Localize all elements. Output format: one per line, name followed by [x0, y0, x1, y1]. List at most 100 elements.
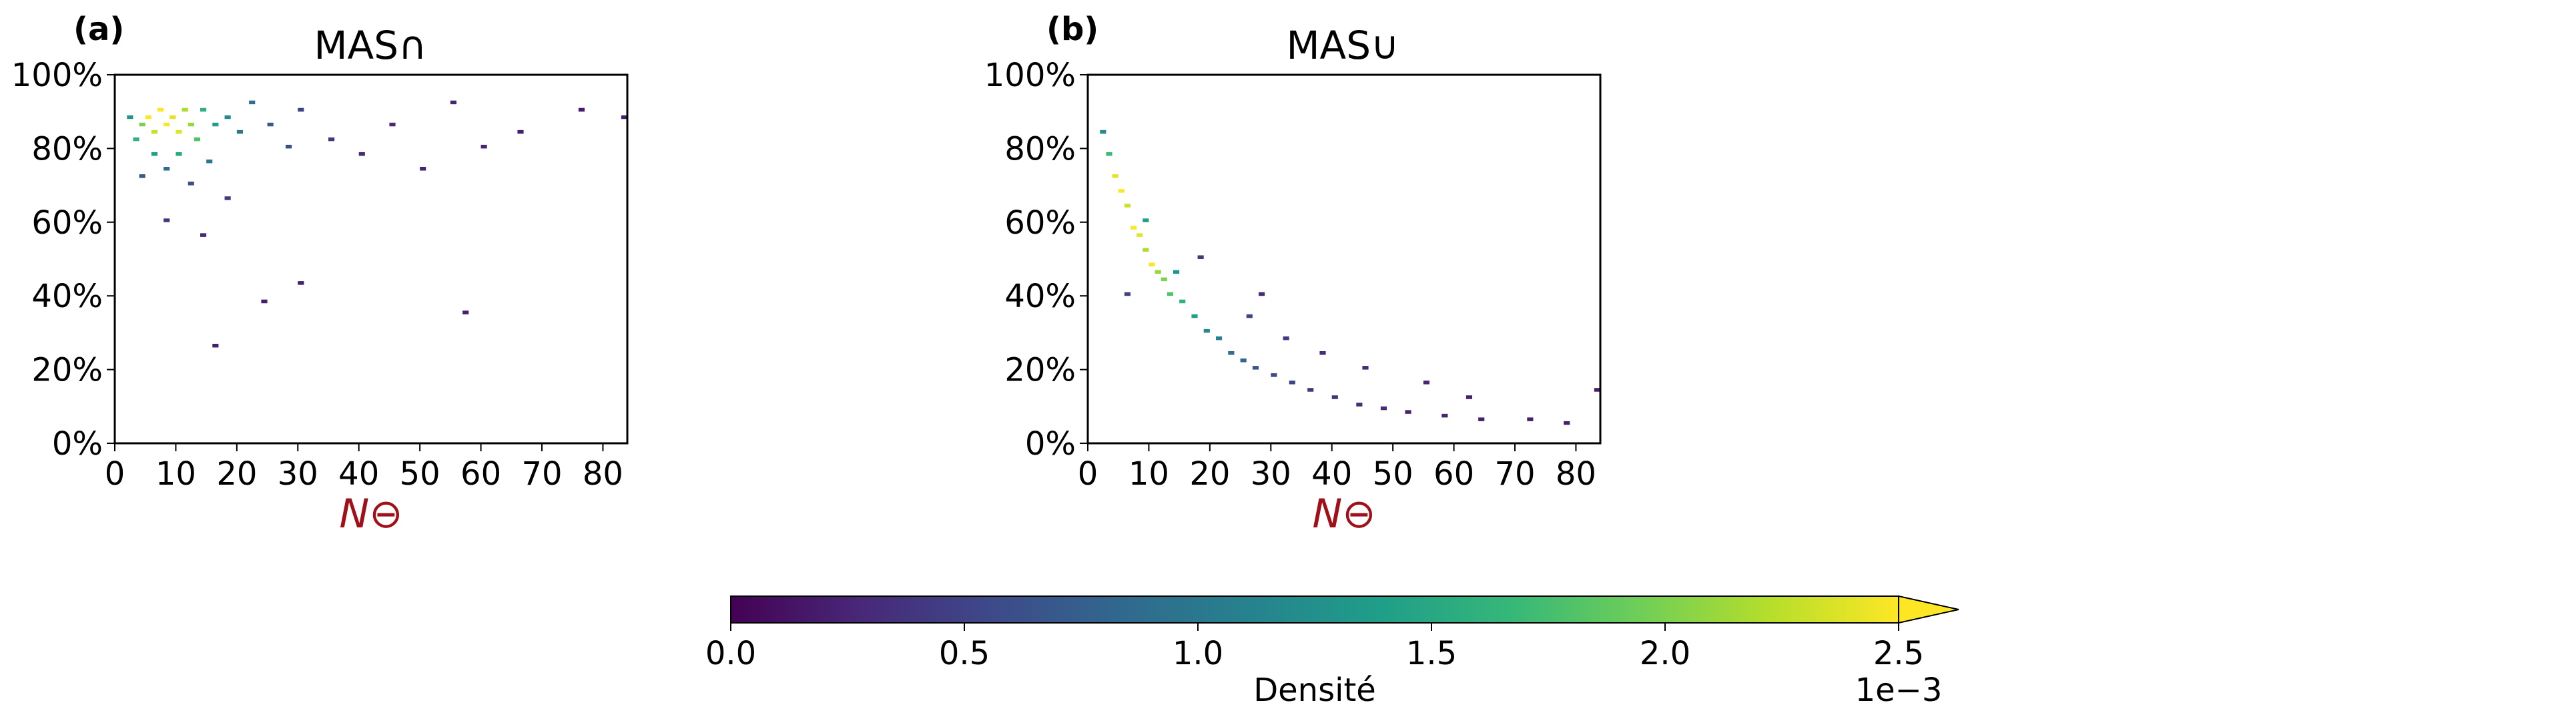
density-cell — [578, 107, 585, 112]
density-cell — [1191, 314, 1198, 318]
density-cell — [286, 144, 292, 149]
density-cell — [212, 343, 219, 348]
density-cell — [1179, 299, 1186, 304]
density-cell — [139, 174, 145, 178]
panel-b-plot-frame — [1086, 73, 1602, 445]
panel-b: (b) MAS∪ 0 10 20 30 40 50 60 70 80 0% 20% 40% 60% 80… — [984, 11, 1602, 537]
density-cell — [1271, 373, 1277, 377]
panel-a-label: (a) — [73, 11, 124, 48]
x-tick-label: 40 — [338, 455, 379, 493]
x-tick-label: 40 — [1311, 455, 1352, 493]
density-cell — [236, 130, 243, 134]
density-cell — [224, 196, 231, 200]
y-tick-label: 0% — [1025, 425, 1076, 463]
density-cell — [1240, 358, 1247, 363]
y-tick-label: 0% — [52, 425, 103, 463]
density-cell — [450, 100, 456, 105]
density-cell — [420, 167, 426, 171]
colorbar-scale-label: 1e−3 — [1855, 672, 1943, 709]
x-tick-label: 0 — [105, 455, 125, 493]
x-tick-label: 10 — [1129, 455, 1169, 493]
density-cell — [1118, 189, 1124, 193]
x-tick-label: 80 — [1556, 455, 1596, 493]
density-cell — [145, 115, 151, 119]
colorbar-tick-label: 2.0 — [1640, 635, 1690, 672]
colorbar-tick-label: 1.5 — [1406, 635, 1457, 672]
density-cell — [133, 137, 139, 142]
density-cell — [1423, 381, 1429, 385]
density-cell — [1331, 395, 1338, 399]
x-tick-label: 10 — [155, 455, 196, 493]
colorbar-ticks: 0.0 0.5 1.0 1.5 2.0 2.5 — [705, 623, 1924, 672]
panel-a-plot-frame — [113, 73, 629, 445]
density-cell — [1441, 413, 1448, 418]
density-cell — [1356, 403, 1363, 407]
density-cell — [1405, 410, 1411, 414]
density-cell — [389, 122, 396, 127]
density-cell — [176, 130, 182, 134]
density-cell — [206, 159, 213, 164]
density-cell — [1149, 262, 1155, 267]
panel-b-y-ticks: 0% 20% 40% 60% 80% 100% — [984, 57, 1088, 463]
density-cell — [1252, 366, 1259, 370]
colorbar-tick-label: 0.5 — [939, 635, 990, 672]
density-cell — [1594, 388, 1600, 392]
density-cell — [1564, 421, 1570, 425]
density-cell — [212, 122, 219, 127]
density-cell — [151, 130, 157, 134]
density-cell — [1124, 292, 1131, 296]
y-tick-label: 80% — [31, 130, 103, 168]
density-cell — [200, 107, 207, 112]
x-tick-label: 70 — [1494, 455, 1535, 493]
x-tick-label: 50 — [400, 455, 440, 493]
density-cell — [182, 107, 188, 112]
y-tick-label: 20% — [1004, 352, 1076, 389]
density-cell — [328, 137, 335, 142]
density-cell — [164, 122, 170, 127]
panel-a: (a) MAS∩ 0 10 20 30 40 50 60 70 80 0% 20% 40% 60% 80… — [11, 11, 629, 537]
x-tick-label: 0 — [1078, 455, 1098, 493]
density-cell — [151, 152, 157, 156]
y-tick-label: 100% — [984, 57, 1076, 94]
density-cell — [1466, 395, 1472, 399]
density-cell — [298, 281, 304, 285]
density-cell — [1216, 336, 1223, 340]
panel-a-x-axis-label: N⊖ — [339, 491, 402, 537]
density-cell — [1319, 351, 1326, 355]
panel-b-label: (b) — [1046, 11, 1098, 48]
density-cell — [139, 122, 145, 127]
density-cell — [1131, 226, 1137, 230]
density-cell — [1307, 388, 1314, 392]
density-cell — [1259, 292, 1265, 296]
density-cell — [358, 152, 365, 156]
colorbar-tick-label: 0.0 — [705, 635, 756, 672]
panel-a-x-ticks: 0 10 20 30 40 50 60 70 80 — [105, 443, 623, 493]
density-cell — [517, 130, 524, 134]
colorbar: 0.0 0.5 1.0 1.5 2.0 2.5 Densité 1e−3 — [705, 595, 1959, 709]
density-cell — [249, 100, 256, 105]
colorbar-label: Densité — [1253, 672, 1376, 709]
density-cell — [1112, 174, 1118, 178]
density-cell — [267, 122, 274, 127]
density-cell — [1203, 328, 1210, 333]
panel-a-density-cells — [127, 100, 627, 348]
panel-b-title: MAS∪ — [1287, 23, 1399, 68]
density-cell — [1173, 270, 1180, 274]
density-cell — [298, 107, 304, 112]
density-cell — [188, 122, 194, 127]
density-cell — [1143, 248, 1149, 252]
x-tick-label: 30 — [278, 455, 318, 493]
density-cell — [1527, 417, 1534, 421]
x-tick-label: 30 — [1251, 455, 1291, 493]
density-cell — [1197, 255, 1204, 259]
density-cell — [1283, 336, 1289, 340]
density-cell — [1124, 204, 1131, 208]
density-cell — [1246, 314, 1253, 318]
density-cell — [200, 233, 207, 237]
x-tick-label: 20 — [1189, 455, 1230, 493]
y-tick-label: 40% — [1004, 278, 1076, 315]
density-cell — [1289, 381, 1295, 385]
density-cell — [1161, 277, 1167, 282]
density-cell — [1106, 152, 1112, 156]
